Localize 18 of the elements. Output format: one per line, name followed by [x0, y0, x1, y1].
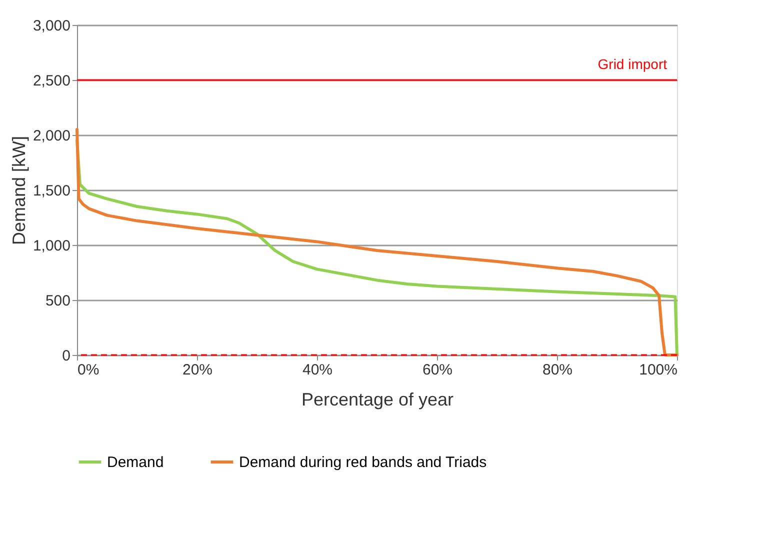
x-tick-label: 80%	[542, 362, 573, 378]
ref-line-label: Grid import	[598, 56, 668, 72]
x-tick-label: 20%	[182, 362, 213, 378]
x-tick-label: 60%	[422, 362, 453, 378]
y-tick-label: 0	[62, 348, 70, 364]
y-tick-label: 1,500	[32, 182, 70, 200]
legend-label: Demand	[107, 454, 164, 471]
y-tick-label: 2,500	[32, 72, 70, 90]
x-tick-label: 0%	[78, 362, 100, 378]
legend-label: Demand during red bands and Triads	[239, 454, 487, 471]
y-tick-label: 3,000	[32, 18, 70, 34]
y-axis-title: Demand [kW]	[8, 136, 29, 246]
y-tick-label: 2,000	[32, 128, 70, 144]
x-tick-label: 100%	[639, 362, 678, 378]
x-tick-label: 40%	[302, 362, 333, 378]
x-axis-title: Percentage of year	[301, 390, 454, 410]
y-tick-label: 500	[45, 292, 70, 310]
y-tick-label: 1,000	[32, 238, 70, 254]
